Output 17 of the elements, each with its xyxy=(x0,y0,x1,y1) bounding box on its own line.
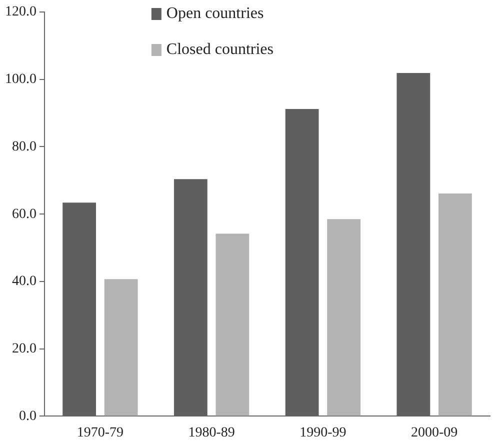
y-tick-label: 120.0 xyxy=(5,4,36,20)
y-tick-label: 60.0 xyxy=(12,206,36,222)
y-tick-label: 20.0 xyxy=(12,342,36,357)
x-tick-label: 2000-09 xyxy=(410,425,458,440)
legend-label: Open countries xyxy=(166,5,264,22)
x-tick-label: 1990-99 xyxy=(300,425,346,440)
y-tick-label: 100.0 xyxy=(5,72,36,88)
y-tick-label: 0.0 xyxy=(19,408,36,424)
x-tick-label: 1980-89 xyxy=(188,425,235,440)
y-tick-label: 40.0 xyxy=(12,274,36,290)
legend-label: Closed countries xyxy=(166,41,274,58)
bar xyxy=(216,234,250,416)
bar xyxy=(327,219,361,416)
bar xyxy=(104,279,138,416)
y-tick-label: 80.0 xyxy=(12,139,36,154)
x-tick-label: 1970-79 xyxy=(76,425,124,440)
bar xyxy=(438,194,472,416)
